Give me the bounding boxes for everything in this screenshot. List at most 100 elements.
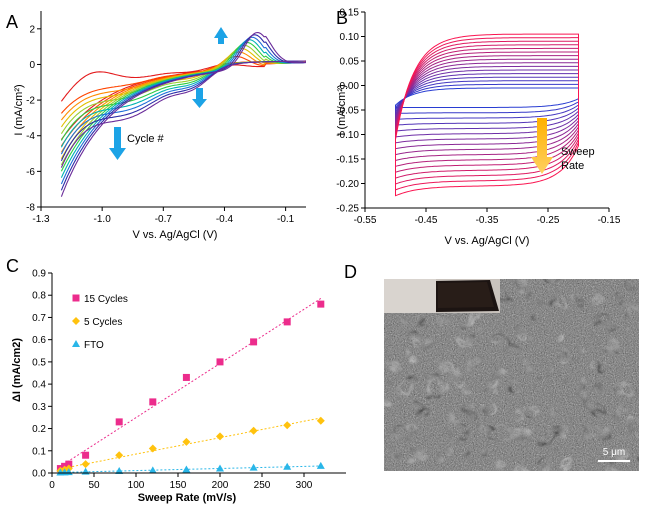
panel-b-y-tick-label: 0.00	[340, 81, 360, 92]
panel-c-point	[216, 464, 224, 472]
panel-b-arrow-sweep	[531, 118, 553, 174]
panel-c-ylabel: ΔI (mA/cm2)	[11, 338, 23, 402]
panel-c-point	[82, 451, 90, 459]
panel-b-y-tick-label: 0.10	[340, 32, 360, 43]
panel-c-x-tick-label: 0	[49, 480, 55, 491]
panel-c-x-tick-label: 200	[212, 480, 229, 491]
panel-b-xlabel: V vs. Ag/AgCl (V)	[445, 235, 530, 247]
panel-c-point	[317, 300, 325, 308]
panel-c-point	[81, 467, 90, 475]
panel-c-y-tick-label: 0.2	[32, 424, 46, 435]
panel-b-ylabel: I (mA/cm²)	[336, 84, 348, 135]
panel-c-point	[316, 416, 325, 425]
panel-b-annotation-line2: Rate	[561, 160, 584, 172]
panel-a-cv-curve	[60, 55, 306, 147]
panel-c-x-tick-label: 100	[128, 480, 145, 491]
panel-c-point	[148, 444, 157, 453]
panel-a-cv-curve	[60, 39, 306, 178]
panel-b-cv-curve	[395, 87, 579, 108]
panel-c: 0 50 100 150 200 250 300 0.0 0.1 0.2 0.3 0.4 0.5 0.6 0…	[11, 269, 346, 504]
panel-c-point	[283, 421, 292, 430]
panel-a-y-tick-label: -4	[26, 131, 35, 142]
panel-b-cv-curve	[395, 33, 579, 197]
panel-b-x-tick-label: -0.45	[415, 215, 438, 226]
panel-b: -0.55 -0.45 -0.35 -0.25 -0.15 -0.25 -0.20 -0.15…	[336, 8, 621, 248]
scale-bar-label: 5 μm	[603, 447, 625, 458]
panel-b-y-tick-label: 0.05	[340, 57, 360, 68]
panel-a-cv-curve	[60, 36, 306, 185]
panel-c-y-tick-label: 0.9	[32, 269, 46, 280]
panel-c-y-tick-label: 0.4	[32, 380, 46, 391]
panel-a: -1.3 -1.0 -0.7 -0.4 -0.1 -8 -6 -4 -2 0 2 V vs. Ag/…	[13, 11, 306, 241]
panel-c-x-tick-label: 300	[296, 480, 313, 491]
panel-c-series	[56, 298, 325, 476]
panel-c-point	[115, 451, 124, 460]
panel-a-axes: -1.3 -1.0 -0.7 -0.4 -0.1 -8 -6 -4 -2 0 2	[26, 11, 306, 225]
panel-c-point	[65, 460, 73, 468]
panel-a-arrow-cycle	[109, 127, 126, 160]
panel-b-series	[395, 33, 579, 197]
panel-c-y-tick-label: 0.3	[32, 402, 46, 413]
panel-c-legend: 15 Cycles 5 Cycles FTO	[72, 294, 128, 351]
panel-c-point	[81, 460, 90, 469]
panel-c-axes: 0 50 100 150 200 250 300 0.0 0.1 0.2 0.3 0.4 0.5 0.6 0…	[32, 269, 346, 491]
panel-b-x-tick-label: -0.25	[537, 215, 560, 226]
panel-c-legend-label: FTO	[84, 340, 104, 351]
panel-c-trendline	[60, 417, 321, 470]
panel-a-xlabel: V vs. Ag/AgCl (V)	[133, 229, 218, 241]
panel-c-point	[249, 463, 258, 471]
panel-c-point	[182, 373, 190, 381]
panel-c-legend-marker	[72, 294, 80, 302]
panel-a-x-tick-label: -0.4	[216, 214, 234, 225]
panel-c-point	[182, 437, 191, 446]
panel-c-point	[216, 432, 224, 441]
panel-a-cv-curve	[60, 41, 306, 172]
panel-c-y-tick-label: 0.8	[32, 291, 46, 302]
panel-a-arrow-up	[214, 27, 228, 44]
panel-b-cv-curve	[395, 69, 579, 138]
panel-b-cv-curve	[395, 80, 579, 120]
panel-b-y-tick-label: -0.05	[336, 106, 359, 117]
panel-b-y-tick-label: -0.25	[336, 204, 359, 215]
panel-c-y-tick-label: 0.1	[32, 446, 46, 457]
scale-bar	[598, 460, 630, 462]
panel-a-cv-curve	[60, 60, 306, 140]
panel-a-y-tick-label: -2	[26, 96, 35, 107]
panel-c-point	[249, 426, 258, 435]
panel-c-legend-marker	[72, 340, 80, 347]
panel-letter-a: A	[6, 12, 18, 32]
panel-c-point	[148, 466, 157, 474]
panel-c-point	[115, 418, 123, 426]
panel-c-point	[283, 318, 291, 326]
panel-b-y-tick-label: 0.15	[340, 8, 360, 19]
panel-a-x-tick-label: -1.3	[32, 214, 50, 225]
panel-c-trendline	[60, 465, 321, 473]
panel-c-y-tick-label: 0.5	[32, 357, 46, 368]
panel-letter-b: B	[336, 8, 348, 28]
panel-a-y-tick-label: -6	[26, 167, 35, 178]
panel-a-y-tick-label: 0	[29, 60, 35, 71]
panel-letter-c: C	[6, 256, 19, 276]
panel-a-y-tick-label: -8	[26, 203, 35, 214]
panel-c-point	[316, 461, 325, 469]
panel-b-y-tick-label: -0.10	[336, 130, 359, 141]
panel-b-y-tick-label: -0.15	[336, 155, 359, 166]
panel-a-x-tick-label: -1.0	[94, 214, 112, 225]
panel-b-cv-curve	[395, 83, 579, 114]
panel-c-point	[250, 338, 258, 346]
panel-c-legend-marker	[72, 317, 80, 325]
panel-b-x-tick-label: -0.15	[598, 215, 621, 226]
panel-b-x-tick-label: -0.55	[354, 215, 377, 226]
panel-b-cv-curve	[395, 55, 579, 162]
panel-c-point	[115, 467, 124, 474]
panel-b-x-tick-label: -0.35	[476, 215, 499, 226]
panel-c-xlabel: Sweep Rate (mV/s)	[138, 492, 237, 504]
panel-c-legend-label: 15 Cycles	[84, 294, 128, 305]
panel-a-cv-curve	[60, 31, 306, 197]
panel-b-axes: -0.55 -0.45 -0.35 -0.25 -0.15 -0.25 -0.20 -0.15…	[336, 8, 621, 227]
panel-a-y-tick-label: 2	[29, 24, 35, 35]
panel-a-arrow-down-mid	[192, 88, 207, 108]
panel-a-x-tick-label: -0.7	[155, 214, 173, 225]
panel-c-x-tick-label: 150	[170, 480, 187, 491]
